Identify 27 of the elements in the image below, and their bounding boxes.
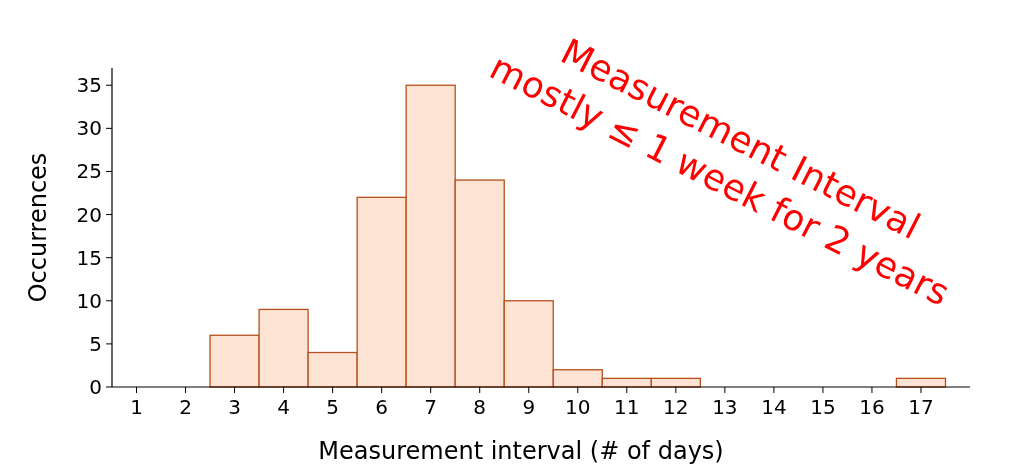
x-tick-label: 8 — [473, 395, 487, 419]
x-tick-label: 6 — [375, 395, 389, 419]
x-tick-label: 7 — [424, 395, 438, 419]
x-tick-label: 11 — [614, 395, 640, 419]
x-tick-label: 10 — [565, 395, 591, 419]
y-axis-title: Occurrences — [24, 152, 52, 303]
x-axis-title: Measurement interval (# of days) — [318, 437, 724, 465]
y-tick-label: 20 — [76, 202, 102, 227]
x-tick-label: 14 — [761, 395, 787, 419]
y-tick-label: 30 — [76, 116, 102, 141]
y-tick-label: 10 — [76, 288, 102, 313]
y-tick-label: 35 — [76, 73, 102, 98]
x-tick-label: 9 — [522, 395, 536, 419]
x-tick-label: 3 — [228, 395, 241, 419]
x-tick-label: 15 — [810, 395, 836, 419]
x-tick-label: 5 — [326, 395, 339, 419]
x-tick-label: 2 — [179, 395, 192, 419]
x-tick-label: 4 — [277, 395, 290, 419]
x-tick-label: 17 — [908, 395, 934, 419]
x-tick-label: 16 — [859, 395, 885, 419]
x-tick-label: 13 — [712, 395, 738, 419]
y-tick-label: 0 — [89, 375, 102, 399]
x-tick-label: 12 — [663, 395, 689, 419]
y-tick-label: 25 — [76, 159, 102, 184]
y-tick-label: 15 — [76, 245, 102, 270]
y-tick-label: 5 — [89, 331, 102, 356]
x-tick-label: 1 — [130, 395, 143, 419]
